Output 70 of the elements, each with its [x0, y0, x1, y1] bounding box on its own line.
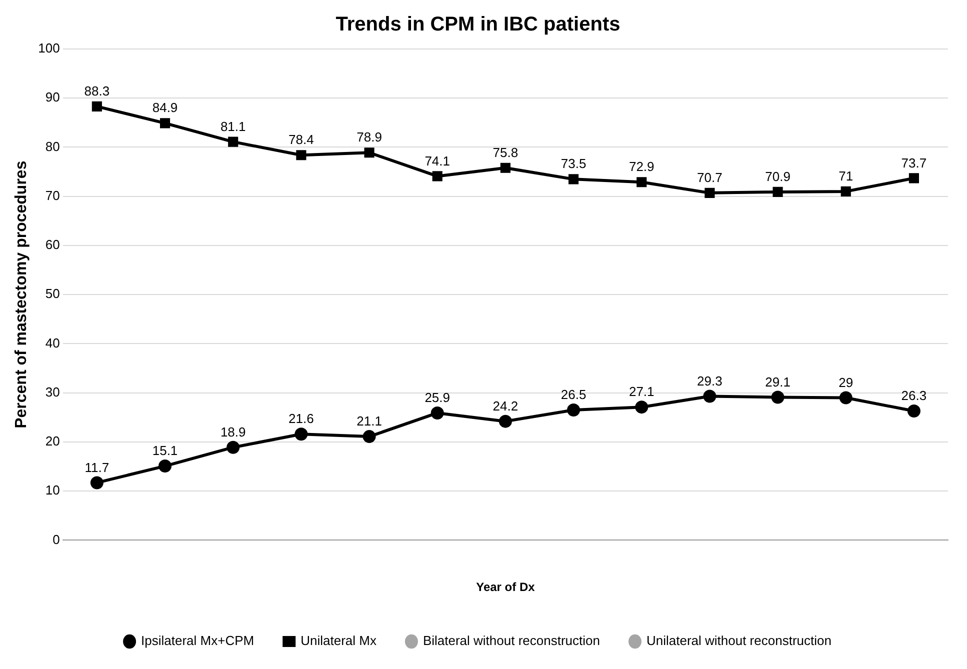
- point: [772, 186, 783, 197]
- data-label: 71: [838, 168, 854, 184]
- legend-label: Unilateral without reconstruction: [646, 633, 832, 648]
- data-label: 29.1: [765, 374, 790, 390]
- data-label: 26.3: [901, 388, 927, 404]
- data-label: 21.6: [288, 411, 314, 426]
- data-label: 75.8: [492, 144, 518, 160]
- y-tick-label: 10: [45, 482, 60, 498]
- point: [294, 428, 308, 441]
- point: [771, 390, 784, 404]
- point: [362, 430, 376, 444]
- chart-title: Trends in CPM in IBC patients: [336, 14, 620, 36]
- legend-label: Bilateral without reconstruction: [422, 633, 600, 648]
- point: [498, 414, 512, 428]
- data-label: 78.9: [356, 130, 382, 145]
- point: [704, 188, 715, 198]
- data-label: 21.1: [356, 414, 382, 429]
- y-tick-label: 40: [45, 335, 60, 350]
- point: [500, 162, 510, 173]
- data-label: 88.3: [84, 84, 110, 99]
- data-label: 70.7: [697, 170, 722, 185]
- data-label: 73.7: [901, 155, 927, 170]
- point: [92, 101, 102, 112]
- y-tick-label: 70: [45, 188, 60, 203]
- data-label: 29: [838, 374, 854, 390]
- point: [90, 476, 104, 490]
- x-axis-title: Year of Dx: [476, 580, 536, 594]
- point: [840, 186, 851, 196]
- legend-label: Unilateral Mx: [300, 633, 377, 648]
- point: [364, 148, 374, 158]
- point: [296, 150, 306, 160]
- y-tick-label: 90: [45, 90, 60, 105]
- data-label: 81.1: [220, 118, 246, 134]
- data-label: 70.9: [765, 169, 790, 184]
- data-label: 26.5: [560, 387, 586, 402]
- y-tick-label: 50: [45, 286, 60, 302]
- y-tick-label: 20: [45, 434, 60, 449]
- data-label: 27.1: [628, 384, 654, 400]
- data-label: 11.7: [84, 460, 110, 475]
- point: [839, 391, 852, 404]
- point: [568, 174, 579, 184]
- data-label: 15.1: [152, 443, 178, 458]
- data-label: 29.3: [697, 373, 722, 388]
- y-tick-label: 80: [45, 138, 60, 154]
- point: [226, 440, 240, 454]
- data-label: 25.9: [424, 390, 450, 406]
- data-label: 74.1: [424, 153, 450, 168]
- data-label: 84.9: [152, 100, 178, 116]
- point: [636, 177, 647, 188]
- point: [635, 400, 648, 414]
- y-tick-label: 30: [45, 384, 60, 400]
- y-axis-title: Percent of mastectomy procedures: [13, 160, 30, 428]
- point: [567, 404, 580, 417]
- point: [908, 173, 919, 184]
- data-label: 78.4: [288, 132, 314, 148]
- data-label: 24.2: [492, 398, 518, 414]
- point: [432, 171, 442, 182]
- y-tick-label: 100: [38, 40, 60, 56]
- legend-label: Ipsilateral Mx+CPM: [141, 633, 254, 648]
- data-label: 73.5: [560, 156, 586, 172]
- point: [158, 460, 172, 473]
- point: [703, 390, 716, 403]
- point: [907, 404, 920, 418]
- y-tick-label: 60: [45, 237, 60, 252]
- point: [228, 136, 238, 147]
- data-label: 18.9: [220, 424, 246, 440]
- y-tick-label: 0: [52, 532, 60, 547]
- point: [430, 406, 444, 420]
- point: [160, 118, 170, 128]
- data-label: 72.9: [628, 159, 654, 174]
